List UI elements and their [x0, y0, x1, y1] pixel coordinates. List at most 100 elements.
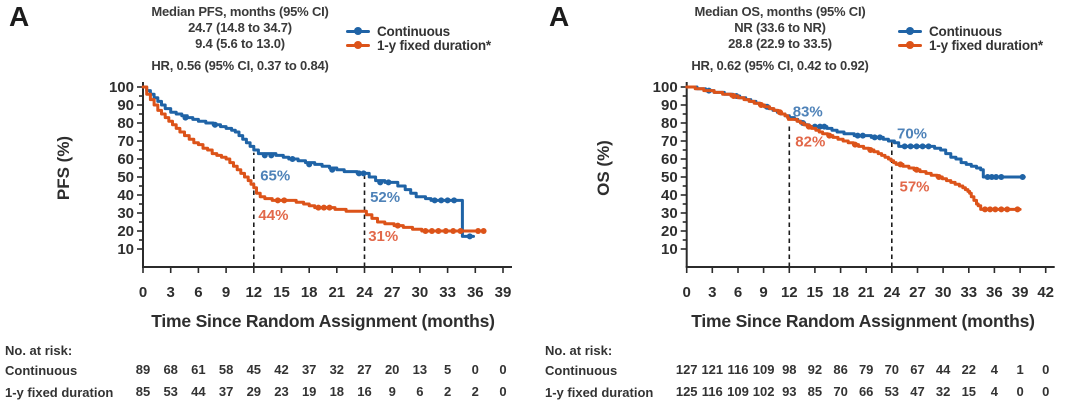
censor-mark [329, 166, 336, 173]
censor-mark [1019, 174, 1026, 180]
at-risk-count: 86 [833, 362, 847, 377]
at-risk-count: 2 [444, 384, 451, 399]
stats-block: Median OS, months (95% CI) NR (33.6 to N… [620, 4, 940, 74]
censor-mark [356, 170, 362, 177]
x-tick-label: 27 [384, 284, 401, 301]
censor-mark [320, 204, 327, 211]
y-tick-label: 90 [117, 97, 134, 114]
survival-annotation: 70% [897, 125, 927, 142]
censor-mark [897, 161, 904, 168]
at-risk-count: 68 [163, 362, 177, 377]
survival-annotation: 31% [368, 228, 398, 245]
censor-mark [457, 228, 464, 234]
x-tick-label: 33 [960, 284, 977, 301]
at-risk-count: 4 [991, 384, 999, 399]
at-risk-count: 116 [728, 362, 749, 377]
x-tick-label: 3 [167, 284, 175, 301]
y-tick-label: 100 [653, 79, 678, 96]
y-tick-label: 40 [661, 187, 678, 204]
legend-marker-fixed-duration-icon [898, 41, 922, 50]
at-risk-count: 4 [991, 362, 999, 377]
at-risk-count: 0 [499, 384, 506, 399]
censor-mark [451, 197, 458, 204]
y-tick-label: 60 [117, 151, 134, 168]
at-risk-row-label-continuous: Continuous [545, 363, 618, 378]
y-tick-label: 30 [117, 205, 134, 222]
censor-mark [913, 166, 920, 173]
x-tick-label: 0 [683, 284, 691, 301]
censor-mark [901, 143, 908, 150]
y-tick-label: 80 [117, 115, 134, 132]
legend-label-fixed-duration: 1-y fixed duration* [377, 38, 491, 53]
censor-mark [435, 228, 442, 234]
y-tick-label: 20 [661, 223, 678, 240]
x-tick-label: 36 [467, 284, 484, 301]
legend-marker-fixed-duration-icon [346, 41, 370, 50]
at-risk-count: 0 [499, 362, 506, 377]
at-risk-count: 85 [808, 384, 822, 399]
y-tick-label: 20 [117, 223, 134, 240]
censor-mark [859, 132, 866, 139]
at-risk-count: 0 [1016, 384, 1023, 399]
stats-hazard-ratio: HR, 0.62 (95% CI, 0.42 to 0.92) [691, 58, 869, 73]
at-risk-count: 32 [936, 384, 950, 399]
survival-annotation: 65% [260, 168, 290, 185]
x-tick-label: 27 [909, 284, 926, 301]
at-risk-count: 53 [885, 384, 899, 399]
at-risk-count: 109 [753, 362, 775, 377]
x-tick-label: 42 [1037, 284, 1054, 301]
x-tick-label: 12 [781, 284, 798, 301]
censor-mark [925, 143, 932, 150]
stats-median-fixed: 9.4 (5.6 to 13.0) [195, 36, 285, 51]
censor-mark [326, 204, 333, 211]
censor-mark [385, 179, 392, 186]
stats-median-continuous: NR (33.6 to NR) [734, 20, 826, 35]
at-risk-count: 125 [676, 384, 698, 399]
at-risk-count: 0 [472, 362, 479, 377]
at-risk-count: 70 [833, 384, 847, 399]
y-tick-label: 90 [661, 97, 678, 114]
censor-mark [431, 197, 438, 204]
censor-mark [1004, 206, 1011, 213]
censor-mark [261, 152, 268, 159]
panel-label: A [9, 1, 30, 32]
x-tick-label: 39 [495, 284, 512, 301]
at-risk-count: 67 [910, 362, 924, 377]
legend-item-fixed-duration: 1-y fixed duration* [346, 38, 491, 53]
x-tick-label: 12 [245, 284, 262, 301]
legend: Continuous 1-y fixed duration* [346, 24, 491, 53]
at-risk-count: 93 [782, 384, 796, 399]
censor-mark [212, 121, 218, 128]
at-risk-count: 85 [136, 384, 150, 399]
at-risk-count: 121 [701, 362, 723, 377]
at-risk-count: 20 [385, 362, 399, 377]
legend-label-fixed-duration: 1-y fixed duration* [929, 38, 1043, 53]
x-tick-label: 3 [708, 284, 716, 301]
at-risk-count: 47 [910, 384, 924, 399]
censor-mark [475, 228, 482, 234]
x-tick-label: 24 [883, 284, 900, 301]
legend-label-continuous: Continuous [929, 24, 1002, 39]
at-risk-count: 27 [357, 362, 371, 377]
censor-mark [907, 143, 914, 150]
survival-annotation: 52% [370, 189, 400, 206]
at-risk-count: 66 [859, 384, 873, 399]
at-risk-count: 23 [274, 384, 288, 399]
x-tick-label: 15 [273, 284, 290, 301]
at-risk-count: 102 [753, 384, 775, 399]
censor-mark [182, 114, 189, 121]
y-tick-label: 30 [661, 205, 678, 222]
censor-mark [466, 233, 473, 240]
y-tick-label: 10 [117, 241, 134, 258]
survival-annotation: 83% [793, 104, 823, 121]
censor-mark [306, 161, 313, 168]
x-tick-label: 39 [1012, 284, 1029, 301]
legend-marker-continuous-icon [346, 27, 370, 36]
at-risk-count: 13 [413, 362, 427, 377]
at-risk-heading: No. at risk: [5, 343, 73, 358]
at-risk-count: 15 [962, 384, 976, 399]
x-tick-label: 24 [356, 284, 373, 301]
censor-mark [992, 206, 999, 213]
